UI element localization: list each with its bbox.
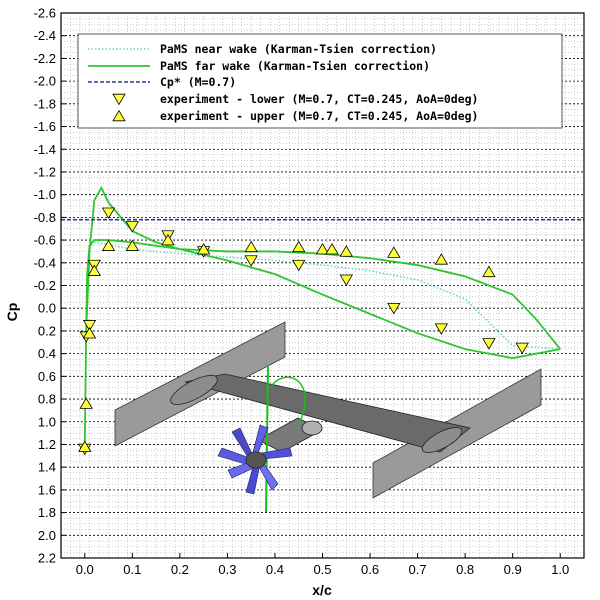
x-tick-label: 0.5 <box>313 562 331 577</box>
legend: PaMS near wake (Karman-Tsien correction)… <box>77 33 563 129</box>
wing-propeller-illustration <box>114 321 542 513</box>
marker-lower <box>482 338 496 350</box>
x-tick-label: 0.9 <box>504 562 522 577</box>
x-tick-label: 0.1 <box>123 562 141 577</box>
y-tick-label: -2.4 <box>34 28 56 43</box>
marker-upper <box>125 239 140 251</box>
x-tick-label: 1.0 <box>551 562 569 577</box>
marker-upper <box>78 440 92 452</box>
y-axis-label: Cp <box>4 303 20 322</box>
x-tick-label: 0.3 <box>218 562 236 577</box>
legend-label: experiment - upper (M=0.7, CT=0.245, AoA… <box>160 109 479 123</box>
marker-lower <box>387 303 401 315</box>
marker-upper <box>339 245 353 257</box>
y-tick-label: 0.0 <box>38 301 56 316</box>
legend-label: Cp* (M=0.7) <box>160 75 236 89</box>
nacelle-front <box>301 420 323 436</box>
marker-upper <box>325 242 339 255</box>
marker-lower <box>515 342 529 355</box>
near-wake-line <box>85 241 561 350</box>
y-tick-label: -0.2 <box>34 278 56 293</box>
x-tick-label: 0.7 <box>409 562 427 577</box>
marker-lower <box>125 221 140 233</box>
y-tick-label: 2.2 <box>38 551 56 566</box>
wing-tip-left <box>170 375 218 405</box>
legend-label: PaMS near wake (Karman-Tsien correction) <box>160 42 437 56</box>
marker-upper <box>101 239 116 251</box>
legend-label: experiment - lower (M=0.7, CT=0.245, AoA… <box>160 92 479 106</box>
propeller <box>217 424 293 495</box>
y-tick-label: -2.2 <box>34 51 56 66</box>
y-tick-label: 0.4 <box>38 346 56 361</box>
y-tick-label: 1.0 <box>38 414 56 429</box>
wing-tip-right <box>421 427 463 453</box>
y-tick-label: -1.6 <box>34 119 56 134</box>
legend-marker <box>112 93 126 106</box>
legend-box <box>77 33 563 129</box>
marker-upper <box>387 246 401 258</box>
marker-lower <box>434 323 449 335</box>
y-tick-label: -1.2 <box>34 164 56 179</box>
pylon-arc <box>271 376 306 426</box>
x-tick-label: 0.0 <box>76 562 94 577</box>
x-tick-label: 0.6 <box>361 562 379 577</box>
marker-upper <box>161 233 175 246</box>
marker-lower <box>244 255 258 267</box>
y-tick-label: 1.4 <box>38 460 56 475</box>
propeller-hub <box>245 451 267 469</box>
marker-lower <box>101 207 116 220</box>
tick-labels: 0.0 0.1 0.2 0.3 0.4 0.5 0.6 0.7 0.8 0.9 1.0 -2.6 -2.… <box>34 6 570 578</box>
legend-label: PaMS far wake (Karman-Tsien correction) <box>160 59 430 73</box>
marker-layer <box>78 207 529 456</box>
y-tick-label: 1.2 <box>38 437 56 452</box>
y-tick-label: -2.0 <box>34 74 56 89</box>
x-axis-label: x/c <box>312 582 332 598</box>
marker-upper <box>196 242 211 255</box>
y-tick-label: -1.4 <box>34 142 56 157</box>
marker-lower <box>82 320 97 332</box>
marker-lower <box>339 274 353 287</box>
y-tick-label: -1.8 <box>34 96 56 111</box>
y-tick-label: 1.6 <box>38 482 56 497</box>
y-tick-label: -0.6 <box>34 233 56 248</box>
legend-marker <box>112 109 126 122</box>
y-tick-label: -0.8 <box>34 210 56 225</box>
y-tick-label: 0.8 <box>38 392 56 407</box>
x-tick-label: 0.4 <box>266 562 284 577</box>
y-tick-label: 1.8 <box>38 505 56 520</box>
marker-upper <box>315 242 330 255</box>
y-tick-label: 0.2 <box>38 323 56 338</box>
x-tick-label: 0.8 <box>456 562 474 577</box>
marker-upper <box>482 265 496 278</box>
marker-upper <box>87 264 101 276</box>
y-tick-label: -2.6 <box>34 6 56 21</box>
y-tick-label: -1.0 <box>34 187 56 202</box>
marker-upper <box>82 326 97 339</box>
marker-upper <box>244 240 258 253</box>
marker-upper <box>434 253 449 265</box>
y-tick-label: -0.4 <box>34 255 56 270</box>
pylon-line <box>265 364 269 513</box>
plot-frame <box>60 12 585 559</box>
marker-upper <box>292 240 306 253</box>
x-tick-label: 0.2 <box>171 562 189 577</box>
y-tick-label: 0.6 <box>38 369 56 384</box>
y-tick-label: 2.0 <box>38 528 56 543</box>
marker-upper <box>79 397 93 409</box>
marker-lower <box>292 259 306 272</box>
